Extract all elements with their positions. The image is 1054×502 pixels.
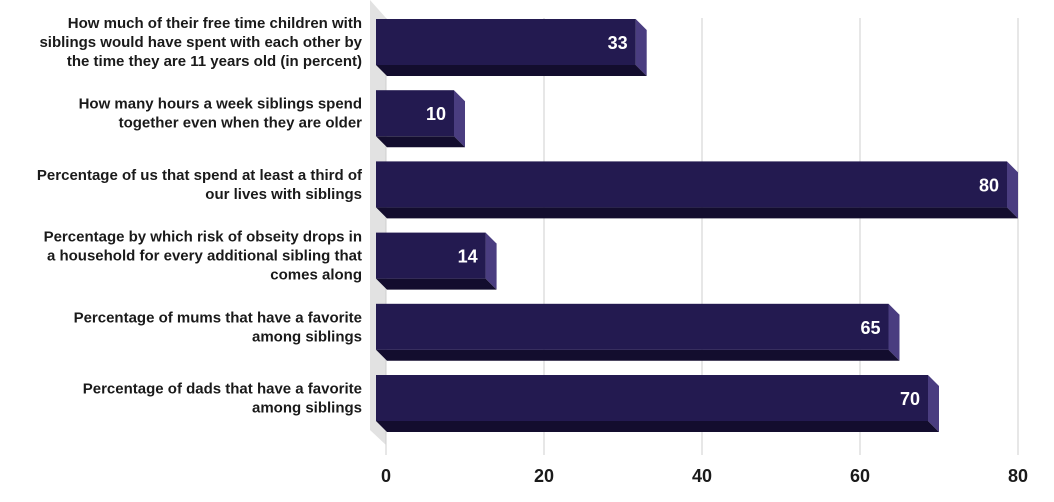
bar-6: 70 xyxy=(376,375,939,432)
bar-value-label: 33 xyxy=(608,33,628,53)
bar-4: 14 xyxy=(376,232,497,290)
bar-bottom xyxy=(376,207,1018,219)
category-label: Percentage of mums that have a favorite a… xyxy=(74,309,362,345)
bar-front xyxy=(376,375,928,421)
category-label: Percentage by which risk of obseity drop… xyxy=(44,229,362,284)
bars: 33 10 80 14 65 70 xyxy=(376,19,1018,432)
bar-5: 65 xyxy=(376,303,900,361)
bar-side xyxy=(888,303,900,361)
bar-side xyxy=(1007,161,1018,219)
bar-value-label: 70 xyxy=(900,389,920,409)
bar-side xyxy=(485,232,497,290)
bar-front xyxy=(376,161,1007,208)
bar-value-label: 14 xyxy=(458,247,478,267)
category-label: How much of their free time children wit… xyxy=(39,15,362,70)
bar-bottom xyxy=(376,278,497,290)
x-tick-label: 0 xyxy=(381,466,391,486)
bar-bottom xyxy=(376,421,939,432)
bar-bottom xyxy=(376,349,900,361)
bar-bottom xyxy=(376,136,465,148)
bar-value-label: 80 xyxy=(979,175,999,195)
bar-side xyxy=(635,19,647,76)
bar-front xyxy=(376,303,889,350)
bar-front xyxy=(376,232,486,279)
category-label: How many hours a week siblings spend toge… xyxy=(79,96,363,132)
bar-3: 80 xyxy=(376,161,1018,219)
x-tick-label: 20 xyxy=(534,466,554,486)
bar-front xyxy=(376,19,636,65)
category-label: Percentage of us that spend at least a t… xyxy=(37,167,363,203)
bar-bottom xyxy=(376,65,647,76)
category-labels: How much of their free time children wit… xyxy=(37,15,363,417)
bar-side xyxy=(928,375,939,432)
bar-front xyxy=(376,90,454,137)
bar-side xyxy=(454,90,465,148)
bar-value-label: 65 xyxy=(860,318,880,338)
bar-value-label: 10 xyxy=(426,104,446,124)
category-label: Percentage of dads that have a favorite a… xyxy=(83,381,362,417)
bar-2: 10 xyxy=(376,90,465,148)
x-tick-label: 80 xyxy=(1008,466,1028,486)
x-axis-ticks: 0 20 40 60 80 xyxy=(381,466,1028,486)
x-tick-label: 60 xyxy=(850,466,870,486)
bar-1: 33 xyxy=(376,19,647,76)
x-tick-label: 40 xyxy=(692,466,712,486)
